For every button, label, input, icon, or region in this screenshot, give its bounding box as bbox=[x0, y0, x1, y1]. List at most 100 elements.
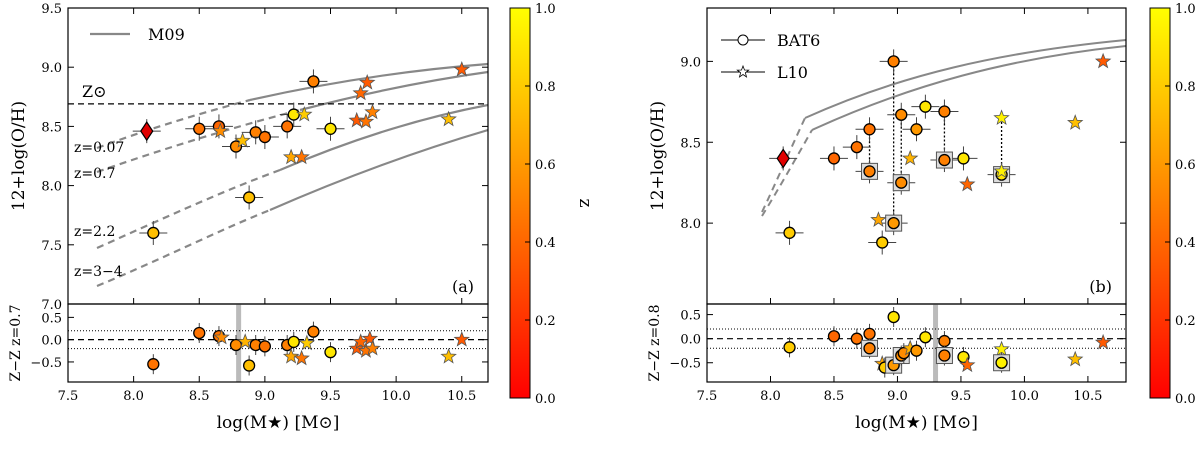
data-point bbox=[895, 108, 908, 121]
data-point bbox=[850, 332, 863, 345]
boxed-point bbox=[938, 349, 951, 362]
colorbar-tick-label: 1.0 bbox=[1175, 2, 1196, 17]
boxed-point bbox=[895, 176, 908, 189]
data-point bbox=[324, 345, 337, 359]
star-point bbox=[1067, 350, 1084, 367]
x-tick-label: 7.5 bbox=[697, 389, 718, 404]
star-point bbox=[293, 148, 310, 165]
model-curve bbox=[804, 39, 1126, 119]
model-curve-extrapolated bbox=[761, 129, 813, 217]
star-point bbox=[453, 60, 471, 77]
diamond-point bbox=[776, 148, 790, 169]
star-point bbox=[1094, 333, 1112, 350]
star-point bbox=[440, 110, 457, 127]
colorbar bbox=[509, 7, 531, 399]
star-point bbox=[357, 113, 375, 129]
data-point bbox=[324, 122, 337, 135]
x-tick-label: 10.5 bbox=[1073, 389, 1102, 404]
plot-area-bottom bbox=[707, 304, 1126, 382]
star-point bbox=[1094, 52, 1112, 69]
colorbar bbox=[1149, 7, 1171, 399]
diamond-point bbox=[140, 121, 154, 142]
curve-label: z=2.2 bbox=[74, 224, 115, 240]
y-axis-label-bottom: Z−Z z=0.7 bbox=[8, 304, 24, 381]
legend-label: L10 bbox=[777, 63, 808, 82]
data-point bbox=[863, 327, 876, 341]
colorbar-tick-label: 0.0 bbox=[1175, 392, 1196, 407]
star-point bbox=[901, 149, 919, 166]
star-point bbox=[364, 339, 381, 356]
mass-marker-band bbox=[933, 304, 939, 382]
data-point bbox=[887, 310, 900, 324]
plot-area-top bbox=[761, 39, 1126, 255]
y-tick-label: 9.0 bbox=[41, 61, 62, 76]
colorbar-tick-label: 0.0 bbox=[535, 392, 556, 407]
data-point bbox=[783, 226, 796, 239]
y-tick-label: 8.5 bbox=[680, 136, 701, 151]
y-tick-label: 8.5 bbox=[41, 120, 62, 135]
star-point bbox=[293, 349, 310, 366]
data-point bbox=[147, 358, 160, 371]
y-tick-label: 9.0 bbox=[680, 55, 701, 70]
star-point bbox=[282, 347, 300, 364]
colorbar-tick-label: 0.2 bbox=[535, 314, 556, 329]
star-point bbox=[237, 333, 254, 349]
x-tick-label: 9.0 bbox=[255, 389, 276, 404]
panel-label: (b) bbox=[1089, 277, 1112, 296]
colorbar-tick-label: 0.4 bbox=[535, 236, 556, 251]
x-tick-label: 9.5 bbox=[951, 389, 972, 404]
axes-frame-bottom bbox=[706, 303, 1127, 383]
data-point bbox=[242, 191, 256, 204]
star-point bbox=[348, 111, 365, 128]
data-point bbox=[957, 152, 970, 165]
data-point bbox=[938, 334, 951, 348]
model-curve-extrapolated bbox=[96, 168, 281, 250]
x-tick-label: 9.0 bbox=[887, 389, 908, 404]
model-curve-extrapolated bbox=[96, 208, 271, 288]
legend-label: M09 bbox=[148, 25, 185, 44]
colorbar-tick-label: 0.8 bbox=[535, 80, 556, 95]
model-curve bbox=[299, 70, 488, 112]
star-point bbox=[993, 340, 1010, 357]
legend-label: BAT6 bbox=[777, 31, 820, 50]
y-tick-label: 8.0 bbox=[41, 180, 62, 195]
colorbar-tick-label: 0.2 bbox=[1175, 314, 1196, 329]
star-point bbox=[440, 347, 457, 364]
data-point bbox=[307, 325, 320, 338]
model-curve-extrapolated bbox=[96, 98, 251, 150]
chart-panel-b: 8.0 8.5 9.0 12+log(O/H) (b) BAT6 L10 0.5 0.0 −0.5… bbox=[647, 2, 1196, 433]
colorbar-tick-label: 0.8 bbox=[1175, 80, 1196, 95]
y-tick-label: 9.5 bbox=[41, 2, 62, 17]
x-tick-label: 10.0 bbox=[382, 389, 411, 404]
y-tick-label: 7.0 bbox=[41, 298, 62, 313]
colorbar-tick-label: 1.0 bbox=[535, 2, 556, 17]
boxed-point bbox=[995, 356, 1008, 369]
model-curve bbox=[279, 103, 488, 172]
y-tick-label: 0.5 bbox=[680, 309, 701, 324]
data-point bbox=[919, 331, 932, 344]
colorbar-tick-label: 0.4 bbox=[1175, 236, 1196, 251]
data-point bbox=[910, 123, 923, 136]
solar-label: Z⊙ bbox=[82, 82, 107, 101]
data-point bbox=[910, 344, 923, 357]
x-axis-label: log(M★) [M⊙] bbox=[855, 413, 978, 433]
star-point bbox=[959, 175, 976, 192]
x-tick-label: 8.0 bbox=[123, 389, 144, 404]
axes-frame-bottom bbox=[67, 303, 489, 383]
data-point bbox=[287, 335, 300, 349]
x-tick-label: 7.5 bbox=[58, 389, 79, 404]
panel-label: (a) bbox=[452, 277, 474, 296]
chart-panel-a: Z⊙ 7.0 7.5 8.0 8.5 9.0 9.5 12+log(O/H) (a) M09 z=0… bbox=[8, 2, 595, 433]
data-point bbox=[193, 326, 206, 340]
curve-label: z=0.7 bbox=[74, 166, 115, 182]
data-point bbox=[258, 130, 272, 144]
boxed-point bbox=[887, 216, 900, 230]
data-point bbox=[876, 236, 889, 249]
x-tick-label: 8.5 bbox=[189, 389, 210, 404]
model-curve bbox=[249, 62, 488, 102]
data-point bbox=[287, 108, 300, 121]
data-point bbox=[938, 105, 951, 118]
y-tick-label: −0.5 bbox=[669, 357, 701, 372]
data-point bbox=[827, 152, 841, 165]
